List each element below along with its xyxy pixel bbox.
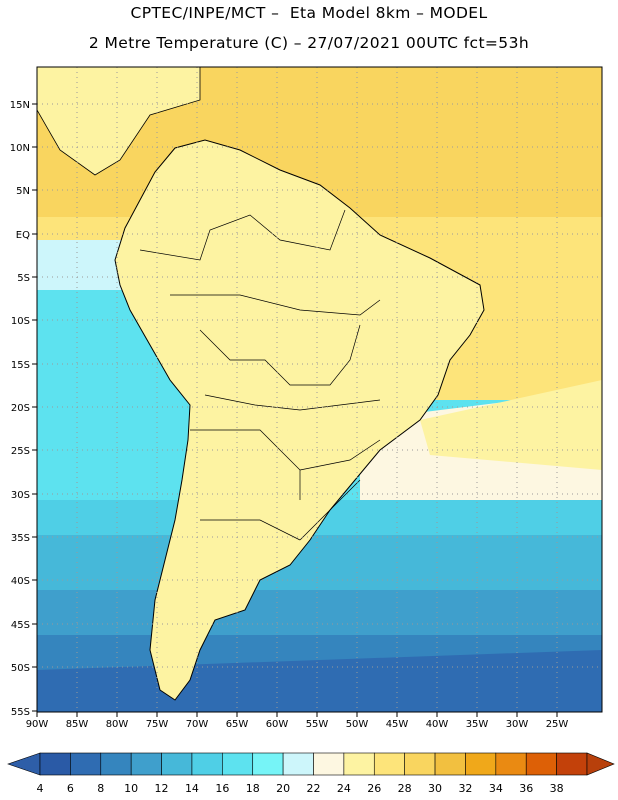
lon-label: 55W <box>306 719 329 730</box>
lat-label: 20S <box>11 403 30 414</box>
colorbar-segment <box>222 752 254 776</box>
country-borders <box>139 209 381 541</box>
colorbar-label: 22 <box>307 782 321 795</box>
lon-label: 85W <box>66 719 89 730</box>
colorbar-label: 12 <box>155 782 169 795</box>
map-title-line-2: 2 Metre Temperature (C) – 27/07/2021 00U… <box>88 34 530 52</box>
colorbar-segment <box>161 752 193 776</box>
colorbar-segment <box>100 752 132 776</box>
lat-label: 35S <box>11 533 30 544</box>
lat-label: 15N <box>10 100 30 111</box>
colorbar-label: 20 <box>276 782 290 795</box>
colorbar-segment <box>252 752 284 776</box>
lat-label: 40S <box>11 576 30 587</box>
lat-label: 5N <box>16 186 30 197</box>
lat-label: EQ <box>16 230 30 241</box>
lon-label: 45W <box>386 719 409 730</box>
colorbar-segment <box>556 752 588 776</box>
lon-label: 30W <box>506 719 529 730</box>
lon-label: 70W <box>186 719 209 730</box>
colorbar-label: 26 <box>367 782 381 795</box>
colorbar-segment <box>434 752 466 776</box>
colorbar-label: 32 <box>458 782 472 795</box>
colorbar-label: 34 <box>489 782 503 795</box>
lon-label: 60W <box>266 719 289 730</box>
lat-label: 10N <box>10 143 30 154</box>
colorbar-segment <box>373 752 405 776</box>
colorbar-segment <box>130 752 162 776</box>
map-grid <box>37 67 602 712</box>
lat-label: 45S <box>11 620 30 631</box>
colorbar-segment <box>313 752 345 776</box>
colorbar-segment <box>70 752 102 776</box>
colorbar-label: 16 <box>215 782 229 795</box>
lon-label: 35W <box>466 719 489 730</box>
colorbar-segment <box>495 752 527 776</box>
lon-label: 80W <box>106 719 129 730</box>
lat-label: 30S <box>11 490 30 501</box>
colorbar-label: 36 <box>519 782 533 795</box>
colorbar-segment <box>465 752 497 776</box>
colorbar-over-arrow <box>586 752 615 776</box>
lat-label: 50S <box>11 663 30 674</box>
colorbar-segment <box>404 752 436 776</box>
colorbar-segment <box>525 752 557 776</box>
colorbar: 4 6 8 10 12 14 16 18 20 22 24 26 28 30 32 34 36 38 <box>7 752 615 795</box>
colorbar-label: 38 <box>550 782 564 795</box>
colorbar-under-arrow <box>7 752 41 776</box>
colorbar-label: 24 <box>337 782 351 795</box>
lon-label: 75W <box>146 719 169 730</box>
temperature-field <box>37 67 602 712</box>
lon-label: 90W <box>26 719 49 730</box>
map-title-line-1: CPTEC/INPE/MCT – Eta Model 8km – MODEL <box>130 4 488 22</box>
axis-ticks <box>32 103 558 717</box>
lat-label: 15S <box>11 360 30 371</box>
colorbar-label: 8 <box>97 782 104 795</box>
lat-label: 55S <box>11 707 30 718</box>
lon-label: 65W <box>226 719 249 730</box>
lat-label: 10S <box>11 316 30 327</box>
lon-label: 40W <box>426 719 449 730</box>
colorbar-label: 28 <box>398 782 412 795</box>
colorbar-label: 30 <box>428 782 442 795</box>
colorbar-label: 4 <box>37 782 44 795</box>
colorbar-segment <box>343 752 375 776</box>
lat-label: 25S <box>11 446 30 457</box>
map-frame <box>36 66 603 713</box>
colorbar-segment <box>191 752 223 776</box>
colorbar-segment <box>282 752 314 776</box>
colorbar-label: 6 <box>67 782 74 795</box>
colorbar-label: 18 <box>246 782 260 795</box>
colorbar-label: 10 <box>124 782 138 795</box>
lon-label: 25W <box>546 719 569 730</box>
colorbar-label: 14 <box>185 782 199 795</box>
lat-label: 5S <box>17 273 30 284</box>
lon-label: 50W <box>346 719 369 730</box>
colorbar-segment <box>39 752 71 776</box>
